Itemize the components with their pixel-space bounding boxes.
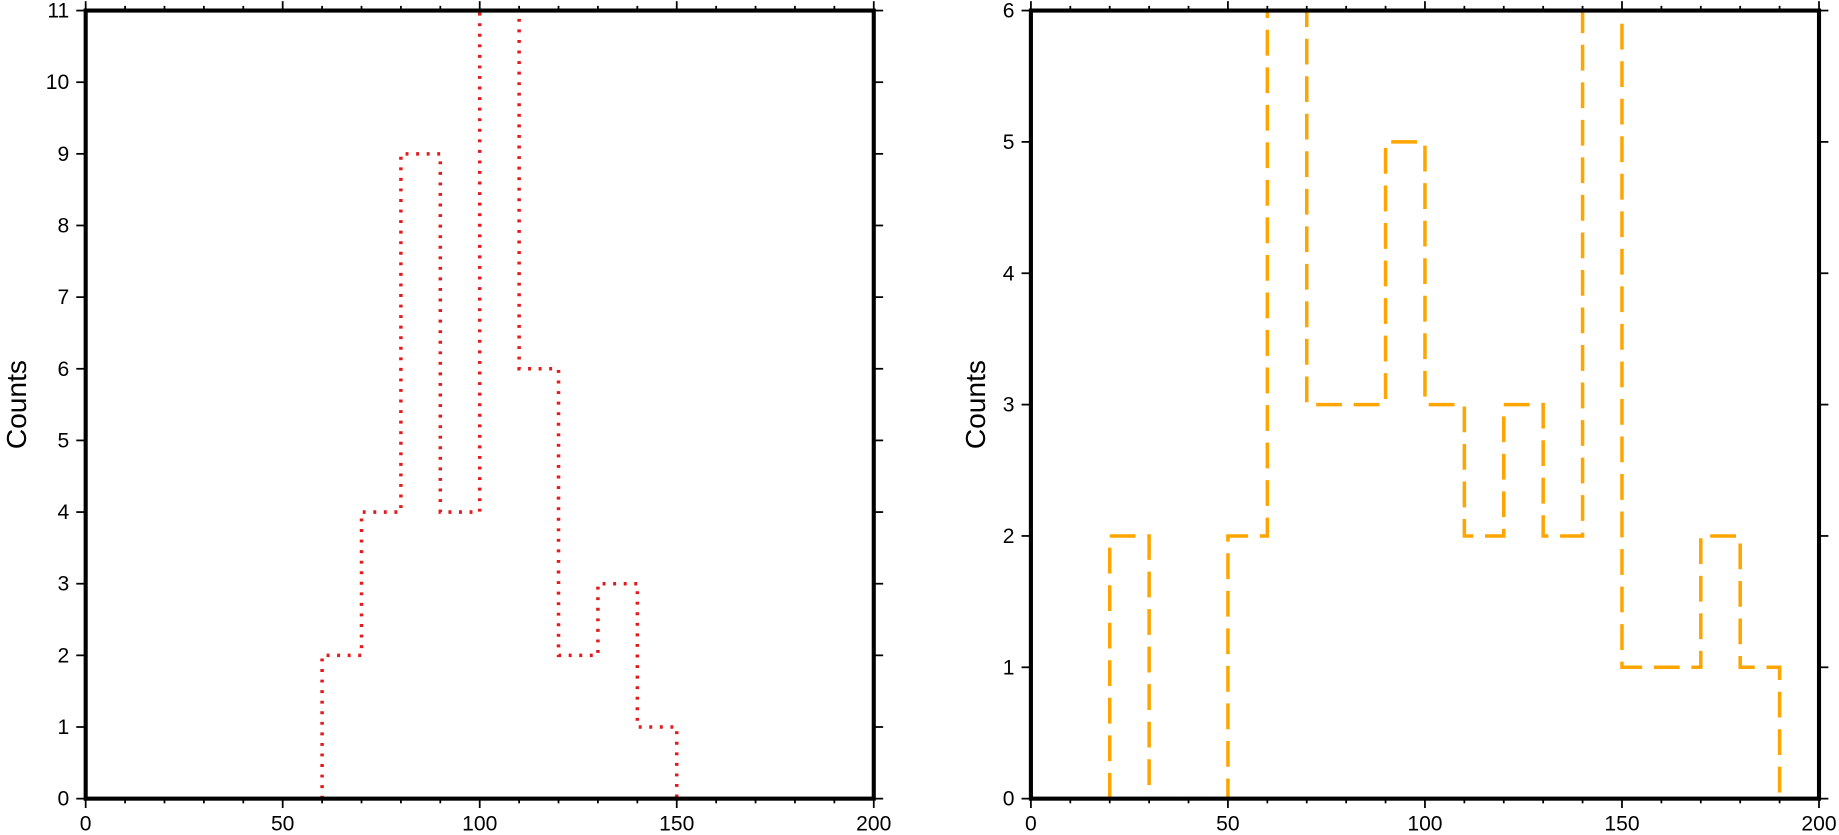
y-tick-label: 5 [1003, 131, 1015, 154]
x-tick-label: 0 [80, 812, 92, 835]
right-histogram-panel: Counts 0 50 100 150 200 0 1 2 3 4 5 6 [960, 0, 1836, 835]
y-tick-label: 0 [58, 788, 70, 811]
y-tick-label: 1 [1003, 656, 1015, 679]
histogram-outline [320, 8, 679, 799]
y-tick-label: 3 [1003, 394, 1015, 417]
y-tick-label: 0 [1003, 788, 1015, 811]
x-tick-label: 100 [1407, 812, 1442, 835]
left-y-axis-label: Counts [1, 360, 32, 449]
y-tick-label: 11 [47, 0, 69, 23]
y-tick-label: 2 [58, 644, 70, 667]
y-tick-label: 6 [1003, 0, 1015, 23]
x-tick-label: 200 [856, 812, 891, 835]
y-tick-label: 2 [1003, 525, 1015, 548]
y-tick-label: 6 [58, 358, 70, 381]
y-tick-label: 3 [58, 573, 70, 596]
x-tick-label: 200 [1801, 812, 1836, 835]
x-tick-label: 100 [462, 812, 497, 835]
y-tick-label: 9 [58, 143, 70, 166]
left-histogram-panel: Counts 0 50 100 150 200 0 1 2 3 4 5 6 7 8 9 10 11 [1, 0, 892, 835]
plot-frame [1028, 8, 1822, 801]
x-tick-label: 50 [1216, 812, 1239, 835]
histogram-outline [1107, 8, 1782, 801]
y-tick-label: 7 [58, 286, 70, 309]
y-tick-label: 5 [58, 429, 70, 452]
x-tick-label: 150 [659, 812, 694, 835]
y-tick-label: 4 [58, 501, 70, 524]
y-tick-label: 8 [58, 215, 70, 238]
x-tick-label: 0 [1025, 812, 1037, 835]
y-tick-label: 10 [46, 71, 69, 94]
y-tick-label: 1 [58, 716, 70, 739]
right-y-axis-label: Counts [960, 360, 991, 449]
y-tick-label: 4 [1003, 262, 1015, 285]
x-tick-label: 50 [271, 812, 294, 835]
x-tick-label: 150 [1604, 812, 1639, 835]
